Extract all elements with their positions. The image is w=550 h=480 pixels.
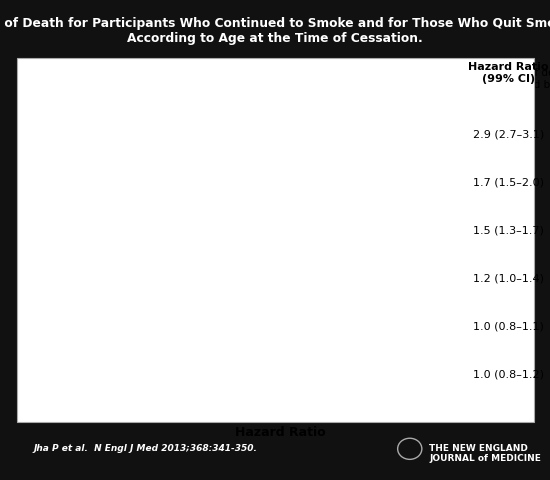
Text: Jha P et al.  N Engl J Med 2013;368:341-350.: Jha P et al. N Engl J Med 2013;368:341-3… [33,444,257,453]
Bar [154,362,226,387]
X-axis label: Hazard Ratio: Hazard Ratio [235,426,326,439]
Text: Risks of Death for Participants Who Continued to Smoke and for Those Who Quit Sm: Risks of Death for Participants Who Cont… [0,17,550,45]
Legend: Risk of death not
caused by smoking, Excess risk of death
from smoking: Risk of death not caused by smoking, Exc… [482,64,550,94]
Text: 1.5 (1.3–1.7): 1.5 (1.3–1.7) [474,226,544,235]
Bar [154,266,226,291]
Text: THE NEW ENGLAND
JOURNAL of MEDICINE: THE NEW ENGLAND JOURNAL of MEDICINE [429,444,541,463]
Bar [226,218,262,243]
Bar [154,170,226,195]
Bar [154,218,226,243]
Bar [154,122,226,147]
Bar [154,314,226,339]
Text: 2.9 (2.7–3.1): 2.9 (2.7–3.1) [473,130,544,139]
Text: 1.0 (0.8–1.1): 1.0 (0.8–1.1) [474,322,544,331]
Bar [226,122,364,147]
Bar [226,266,241,291]
Text: 1.2 (1.0–1.4): 1.2 (1.0–1.4) [473,274,544,283]
Bar [226,170,277,195]
Text: Hazard Ratio
(99% CI): Hazard Ratio (99% CI) [469,62,549,84]
Text: 1.7 (1.5–2.0): 1.7 (1.5–2.0) [473,178,544,187]
Text: 1.0 (0.8–1.2): 1.0 (0.8–1.2) [473,370,544,379]
